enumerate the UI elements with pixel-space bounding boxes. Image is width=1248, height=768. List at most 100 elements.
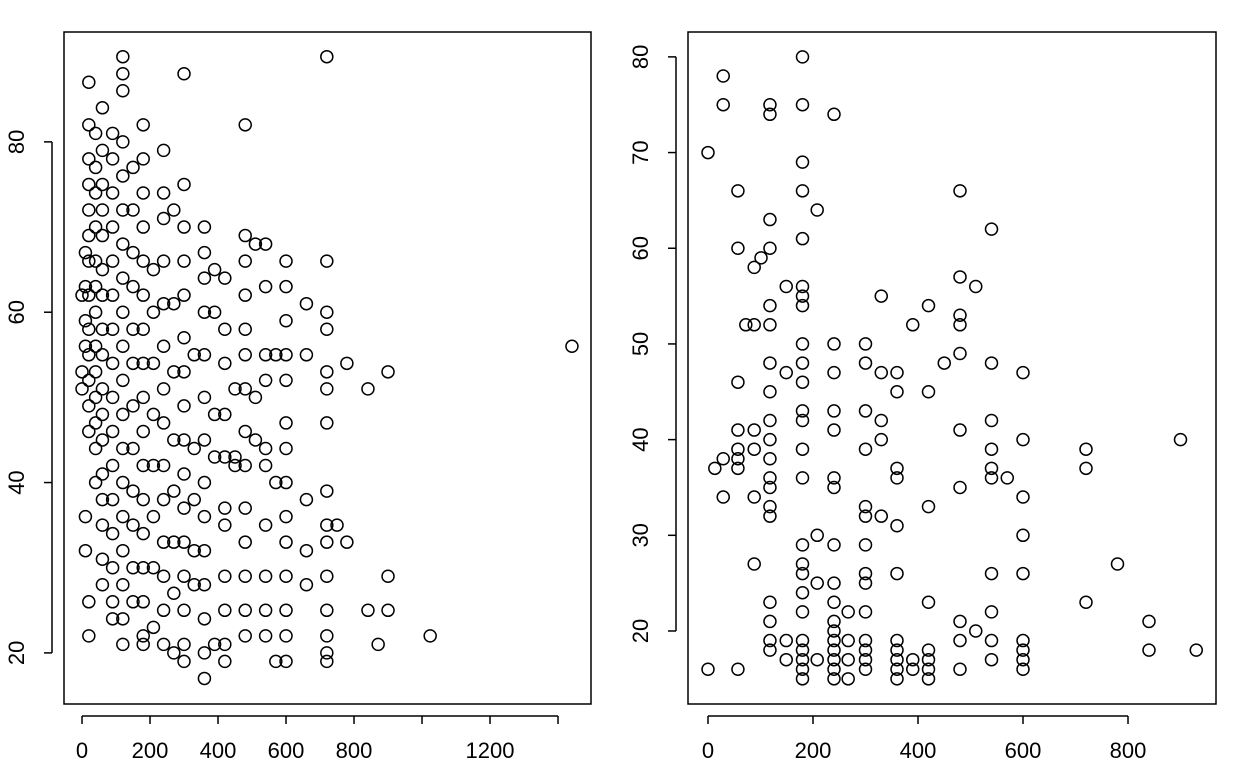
data-point [228,382,242,396]
data-point [320,484,334,498]
data-point [731,442,745,456]
data-point [827,365,841,380]
data-point [279,373,293,388]
data-point [320,603,334,618]
data-point [874,365,889,380]
data-point [320,365,334,379]
data-point [156,211,171,226]
data-point [320,322,334,336]
data-point [177,467,191,481]
data-point [858,499,873,514]
data-point [795,298,810,313]
data-point [82,177,96,192]
data-point [795,672,810,686]
data-point [827,404,841,418]
data-point [88,365,103,379]
data-point [126,560,140,575]
data-point [953,614,967,629]
data-point [126,279,140,294]
data-point [763,432,777,447]
data-point [136,390,150,405]
data-point [197,220,212,234]
x-tick-label: 400 [200,738,237,763]
x-tick-label: 600 [1005,738,1042,763]
x-tick-label: 800 [1110,738,1147,763]
data-point [116,637,130,652]
data-point [279,279,293,294]
data-point [187,348,201,362]
data-point [795,375,810,389]
data-point [858,337,873,351]
data-point [795,633,810,648]
data-point [207,262,222,277]
data-point [953,346,967,361]
data-point [731,241,745,255]
data-point [105,492,120,507]
data-point [921,672,936,686]
data-point [795,442,810,456]
data-point [248,390,263,405]
data-point [105,254,120,268]
data-point [218,569,232,583]
data-point [136,254,150,268]
data-point [779,279,793,294]
data-point [258,518,273,532]
data-point [218,450,232,464]
data-point [763,471,777,485]
data-point [116,373,130,388]
data-point [953,184,967,198]
data-point [156,416,171,430]
data-point [810,652,824,667]
data-point [1016,662,1030,677]
data-point [953,633,967,648]
data-point [299,492,314,507]
data-point [795,585,810,600]
data-point [167,203,181,217]
data-point [1016,643,1030,657]
data-point [953,662,967,677]
data-point [238,629,252,643]
data-point [747,557,761,571]
data-point [197,578,212,592]
data-point [78,509,93,524]
data-point [167,365,181,379]
data-point [279,654,293,669]
data-point [874,509,889,523]
data-point [779,365,793,380]
data-point [1110,557,1125,571]
data-point [716,490,730,504]
data-point [126,484,140,498]
data-point [136,186,150,200]
data-point [795,97,810,112]
data-point [78,339,93,354]
data-point [126,245,140,260]
data-point [320,654,334,669]
data-point [116,578,130,592]
data-point [95,552,110,566]
data-point [116,407,130,422]
data-point [795,337,810,351]
data-point [95,228,110,243]
data-point [177,220,191,234]
data-point [841,633,855,648]
data-point [136,288,150,302]
data-point [136,492,150,507]
data-point [258,237,273,251]
data-point [795,471,810,485]
data-point [95,518,110,532]
data-point [320,518,334,532]
data-point [747,318,761,332]
y-tick-label: 60 [628,236,653,260]
y-tick-label: 40 [4,470,29,494]
data-point [75,382,89,396]
data-point [890,365,904,380]
data-point [858,633,873,648]
data-point [937,356,952,370]
data-point [218,322,232,336]
data-point [320,416,334,430]
data-point [890,643,904,657]
data-point [258,279,273,294]
data-point [827,662,841,677]
